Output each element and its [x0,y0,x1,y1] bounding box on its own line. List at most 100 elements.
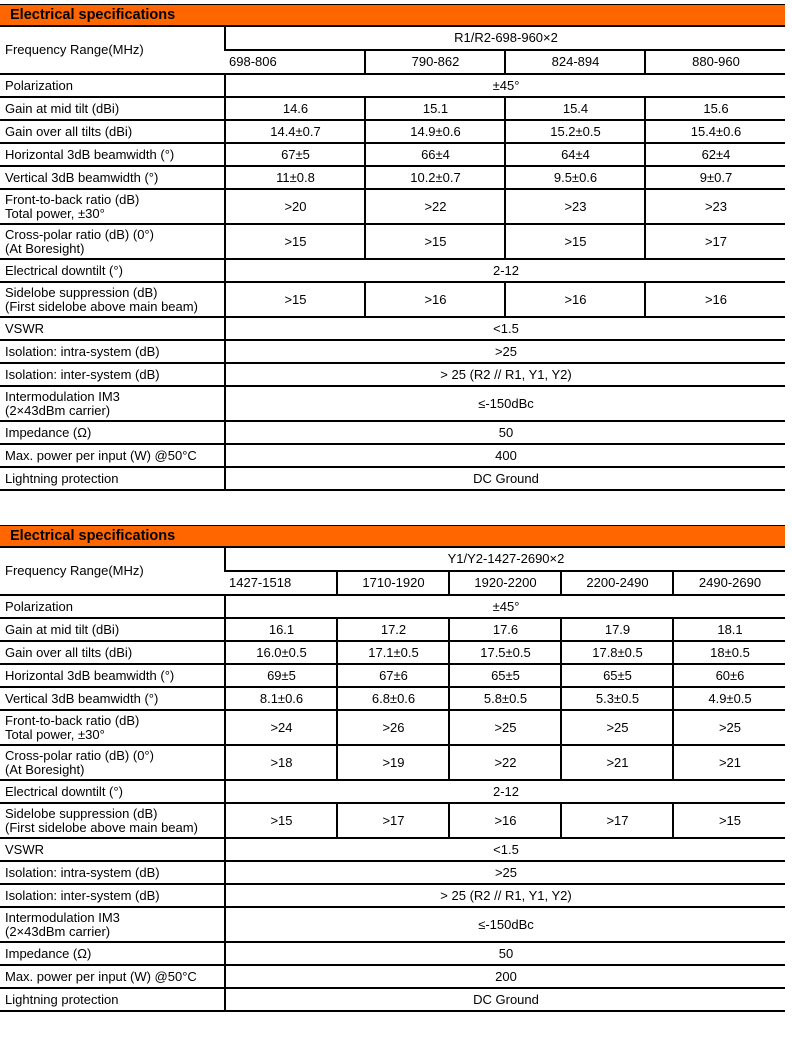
spec-label-line: Impedance (Ω) [5,424,92,440]
spec-value: <1.5 [224,837,785,862]
spec-row: Front-to-back ratio (dB) Total power, ±30… [0,709,785,746]
section-title: Electrical specifications [0,4,785,27]
spec-value: 16.0±0.5 [224,640,337,665]
spec-label: Front-to-back ratio (dB) Total power, ±30… [0,188,225,225]
spec-value: 50 [224,941,785,966]
spec-label: Sidelobe suppression (dB) (First sidelobe… [0,802,225,839]
spec-label-line: Gain over all tilts (dBi) [5,123,133,139]
spec-value: >17 [644,223,785,260]
spec-label: Gain over all tilts (dBi) [0,640,225,665]
section-header: Electrical specifications [0,525,785,548]
spec-label-line: Polarization [5,598,73,614]
spec-label: Gain over all tilts (dBi) [0,119,225,144]
spec-label: Isolation: inter-system (dB) [0,362,225,387]
spec-label: VSWR [0,837,225,862]
spec-value: 50 [224,420,785,445]
band-header: 1427-1518 [225,570,337,596]
spec-value: 17.2 [336,617,449,642]
spec-label-line: Gain at mid tilt (dBi) [5,621,120,637]
spec-value: 8.1±0.6 [224,686,337,711]
section-title: Electrical specifications [0,525,785,548]
spec-label-line: Gain over all tilts (dBi) [5,644,133,660]
spec-row: Max. power per input (W) @50°C 400 [0,443,785,468]
spec-label-line: Isolation: inter-system (dB) [5,887,160,903]
spec-value: ≤-150dBc [224,385,785,422]
spec-label: Isolation: intra-system (dB) [0,860,225,885]
spec-value: 400 [224,443,785,468]
spec-label: Vertical 3dB beamwidth (°) [0,165,225,190]
spec-value: 17.5±0.5 [448,640,561,665]
spec-value: 9±0.7 [644,165,785,190]
spec-value: 69±5 [224,663,337,688]
spec-label-line: Lightning protection [5,470,119,486]
spec-label-line: (First sidelobe above main beam) [5,298,198,314]
frequency-label: Frequency Range(MHz) [0,25,225,75]
spec-label-line: Horizontal 3dB beamwidth (°) [5,146,175,162]
spec-row: Vertical 3dB beamwidth (°) 11±0.8 10.2±0.7… [0,165,785,190]
spec-value: >15 [364,223,505,260]
spec-value: 17.6 [448,617,561,642]
electrical-spec-table-1: Electrical specifications Frequency Range… [0,4,785,491]
spec-row: Lightning protection DC Ground [0,987,785,1012]
spec-row: VSWR <1.5 [0,316,785,341]
band-row: 1427-1518 1710-1920 1920-2200 2200-2490 2490… [0,570,785,596]
frequency-row: Frequency Range(MHz) Y1/Y2-1427-2690×2 [0,546,785,596]
spec-value: 60±6 [672,663,785,688]
spec-label: Horizontal 3dB beamwidth (°) [0,663,225,688]
spec-label: Lightning protection [0,466,225,491]
spec-row: Horizontal 3dB beamwidth (°) 67±5 66±4 64±4… [0,142,785,167]
spec-value: 15.6 [644,96,785,121]
spec-label-line: (At Boresight) [5,240,85,256]
spec-row: Front-to-back ratio (dB) Total power, ±30… [0,188,785,225]
spec-label-line: Impedance (Ω) [5,945,92,961]
spec-label: Isolation: inter-system (dB) [0,883,225,908]
spec-label: Impedance (Ω) [0,941,225,966]
spec-value: >25 [448,709,561,746]
spec-value: >15 [504,223,645,260]
spec-row: Isolation: inter-system (dB) > 25 (R2 // … [0,883,785,908]
spec-label-line: Front-to-back ratio (dB) [5,191,140,207]
spec-label: Lightning protection [0,987,225,1012]
spec-value: >21 [560,744,673,781]
spec-value: >15 [224,223,365,260]
spec-row: Polarization ±45° [0,594,785,619]
frequency-label: Frequency Range(MHz) [0,546,225,596]
spec-value: >25 [672,709,785,746]
spec-value: >16 [644,281,785,318]
spec-row: Isolation: inter-system (dB) > 25 (R2 // … [0,362,785,387]
spec-value: 17.9 [560,617,673,642]
spec-value: >26 [336,709,449,746]
spec-value: 17.1±0.5 [336,640,449,665]
spec-label-line: Electrical downtilt (°) [5,783,123,799]
spec-label-line: VSWR [5,841,44,857]
spec-label: Horizontal 3dB beamwidth (°) [0,142,225,167]
spec-value: >25 [224,339,785,364]
spec-label: Gain at mid tilt (dBi) [0,96,225,121]
spec-value: <1.5 [224,316,785,341]
spec-value: 17.8±0.5 [560,640,673,665]
spec-label: Electrical downtilt (°) [0,258,225,283]
spec-label-line: Cross-polar ratio (dB) (0°) [5,747,154,763]
spec-value: 18±0.5 [672,640,785,665]
frequency-group: R1/R2-698-960×2 [224,25,785,51]
spec-label-line: Intermodulation IM3 [5,909,120,925]
spec-value: ±45° [224,73,785,98]
spec-label: Polarization [0,73,225,98]
spec-label-line: Gain at mid tilt (dBi) [5,100,120,116]
spec-row: Gain at mid tilt (dBi) 16.1 17.2 17.6 17.9 18… [0,617,785,642]
spec-label-line: Isolation: intra-system (dB) [5,864,160,880]
spec-label: Impedance (Ω) [0,420,225,445]
spec-row: Intermodulation IM3 (2×43dBm carrier) ≤-15… [0,906,785,943]
spec-value: >24 [224,709,337,746]
spec-value: 200 [224,964,785,989]
spec-value: 15.2±0.5 [504,119,645,144]
spec-label-line: Total power, ±30° [5,205,105,221]
spec-row: Electrical downtilt (°) 2-12 [0,258,785,283]
band-header: 2490-2690 [672,570,785,596]
spec-value: >25 [224,860,785,885]
spec-value: 67±6 [336,663,449,688]
spec-row: Impedance (Ω) 50 [0,941,785,966]
spec-value: >22 [448,744,561,781]
spec-label: Max. power per input (W) @50°C [0,964,225,989]
spec-label-line: Total power, ±30° [5,726,105,742]
